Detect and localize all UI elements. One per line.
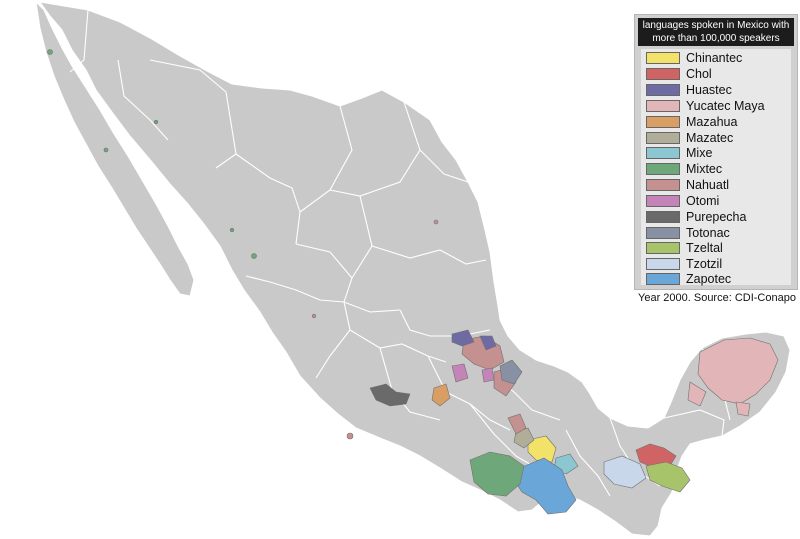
region-nahuatl-spot-1	[433, 219, 439, 225]
region-yucatec-maya-3	[735, 401, 751, 417]
swatch-mixe	[646, 147, 680, 159]
legend-item-chinantec: Chinantec	[643, 51, 789, 66]
legend-label-zapotec: Zapotec	[686, 272, 732, 286]
swatch-tzotzil	[646, 258, 680, 270]
region-tzotzil	[603, 455, 647, 489]
swatch-chinantec	[646, 52, 680, 64]
legend-label-totonac: Totonac	[686, 226, 730, 240]
legend-label-mazatec: Mazatec	[686, 131, 734, 145]
legend-item-huastec: Huastec	[643, 83, 789, 98]
region-chinantec	[527, 435, 557, 463]
region-huastec-2	[479, 335, 497, 351]
region-mixtec-nw-5	[251, 253, 257, 259]
swatch-chol	[646, 68, 680, 80]
region-mixtec-nw-3	[153, 119, 159, 125]
region-purepecha	[369, 383, 411, 407]
baja-california	[35, 1, 195, 297]
legend-item-otomi: Otomi	[643, 194, 789, 209]
swatch-huastec	[646, 84, 680, 96]
region-mixtec	[469, 451, 525, 497]
swatch-mixtec	[646, 163, 680, 175]
swatch-zapotec	[646, 273, 680, 285]
legend-label-tzotzil: Tzotzil	[686, 257, 723, 271]
legend-label-yucatec-maya: Yucatec Maya	[686, 99, 765, 113]
region-mixtec-nw-4	[229, 227, 235, 233]
legend-item-totonac: Totonac	[643, 226, 789, 241]
legend: languages spoken in Mexico with more tha…	[634, 14, 798, 290]
mainland	[39, 1, 791, 537]
legend-item-zapotec: Zapotec	[643, 272, 789, 287]
region-nahuatl-spot-2	[346, 432, 354, 440]
legend-title-line-1: languages spoken in Mexico with	[642, 20, 790, 31]
swatch-nahuatl	[646, 179, 680, 191]
state-borders	[69, 9, 731, 497]
legend-item-mixe: Mixe	[643, 146, 789, 161]
legend-item-purepecha: Purepecha	[643, 210, 789, 225]
region-mazatec	[513, 427, 535, 449]
legend-item-mazatec: Mazatec	[643, 131, 789, 146]
land	[35, 1, 791, 537]
region-otomi-2	[481, 367, 495, 383]
swatch-yucatec-maya	[646, 100, 680, 112]
source-note: Year 2000. Source: CDI-Conapo	[638, 292, 796, 304]
legend-label-tzeltal: Tzeltal	[686, 241, 723, 255]
swatch-tzeltal	[646, 242, 680, 254]
legend-label-otomi: Otomi	[686, 194, 720, 208]
legend-title: languages spoken in Mexico with more tha…	[638, 18, 794, 46]
legend-item-tzotzil: Tzotzil	[643, 257, 789, 272]
region-yucatec-maya	[697, 337, 779, 405]
legend-title-line-2: more than 100,000 speakers	[652, 33, 780, 44]
swatch-totonac	[646, 227, 680, 239]
region-huastec	[451, 329, 475, 347]
legend-label-mixe: Mixe	[686, 146, 713, 160]
region-mixtec-nw-1	[47, 49, 53, 55]
legend-item-chol: Chol	[643, 67, 789, 82]
legend-label-mixtec: Mixtec	[686, 162, 723, 176]
region-nahuatl-3	[507, 413, 527, 435]
legend-item-yucatec-maya: Yucatec Maya	[643, 99, 789, 114]
legend-label-huastec: Huastec	[686, 83, 732, 97]
legend-label-mazahua: Mazahua	[686, 115, 738, 129]
legend-label-nahuatl: Nahuatl	[686, 178, 730, 192]
legend-label-chol: Chol	[686, 67, 712, 81]
region-otomi	[451, 363, 469, 383]
region-totonac	[499, 359, 523, 385]
region-zapotec	[513, 457, 577, 515]
region-yucatec-maya-2	[687, 381, 707, 407]
legend-item-mixtec: Mixtec	[643, 162, 789, 177]
swatch-purepecha	[646, 211, 680, 223]
language-regions	[47, 49, 779, 515]
legend-label-chinantec: Chinantec	[686, 51, 743, 65]
region-mazahua	[431, 383, 451, 407]
legend-item-tzeltal: Tzeltal	[643, 241, 789, 256]
region-tzeltal	[645, 461, 691, 493]
legend-body: Chinantec Chol Huastec Yucatec Maya Maza…	[641, 49, 791, 287]
swatch-otomi	[646, 195, 680, 207]
swatch-mazatec	[646, 132, 680, 144]
legend-item-nahuatl: Nahuatl	[643, 178, 789, 193]
legend-label-purepecha: Purepecha	[686, 210, 747, 224]
swatch-mazahua	[646, 116, 680, 128]
legend-item-mazahua: Mazahua	[643, 115, 789, 130]
region-nahuatl-spot-3	[311, 313, 317, 319]
region-mixtec-nw-2	[103, 147, 109, 153]
